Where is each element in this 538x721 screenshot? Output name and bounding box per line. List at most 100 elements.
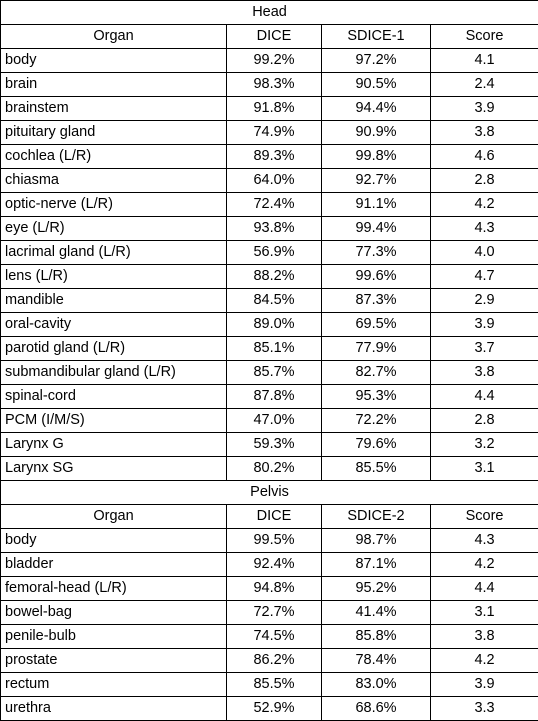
table-row: rectum 85.5% 83.0% 3.9 bbox=[0, 672, 538, 697]
dice-cell: 80.2% bbox=[226, 456, 322, 481]
score-cell: 2.8 bbox=[429, 168, 538, 193]
dice-cell: 92.4% bbox=[226, 552, 322, 577]
table-row: body 99.5% 98.7% 4.3 bbox=[0, 528, 538, 553]
score-cell: 4.7 bbox=[429, 264, 538, 289]
organ-cell: spinal-cord bbox=[0, 384, 227, 409]
table-row: chiasma 64.0% 92.7% 2.8 bbox=[0, 168, 538, 193]
organ-cell: bowel-bag bbox=[0, 600, 227, 625]
section-title-head: Head bbox=[0, 0, 538, 25]
table-row: body 99.2% 97.2% 4.1 bbox=[0, 48, 538, 73]
score-cell: 4.2 bbox=[429, 192, 538, 217]
score-cell: 4.2 bbox=[429, 648, 538, 673]
sdice-cell: 92.7% bbox=[321, 168, 431, 193]
sdice-cell: 95.2% bbox=[321, 576, 431, 601]
sdice-cell: 99.4% bbox=[321, 216, 431, 241]
column-header: Score bbox=[429, 24, 538, 49]
dice-cell: 64.0% bbox=[226, 168, 322, 193]
sdice-cell: 83.0% bbox=[321, 672, 431, 697]
column-header-row: Organ DICE SDICE-2 Score bbox=[0, 504, 538, 529]
sdice-cell: 90.9% bbox=[321, 120, 431, 145]
score-cell: 2.8 bbox=[429, 408, 538, 433]
organ-cell: cochlea (L/R) bbox=[0, 144, 227, 169]
sdice-cell: 69.5% bbox=[321, 312, 431, 337]
sdice-cell: 95.3% bbox=[321, 384, 431, 409]
score-cell: 4.6 bbox=[429, 144, 538, 169]
table-row: mandible 84.5% 87.3% 2.9 bbox=[0, 288, 538, 313]
score-cell: 4.2 bbox=[429, 552, 538, 577]
sdice-cell: 85.8% bbox=[321, 624, 431, 649]
dice-cell: 89.0% bbox=[226, 312, 322, 337]
sdice-cell: 87.3% bbox=[321, 288, 431, 313]
dice-cell: 89.3% bbox=[226, 144, 322, 169]
dice-cell: 98.3% bbox=[226, 72, 322, 97]
organ-cell: Larynx G bbox=[0, 432, 227, 457]
organ-cell: body bbox=[0, 528, 227, 553]
dice-cell: 86.2% bbox=[226, 648, 322, 673]
dice-cell: 52.9% bbox=[226, 696, 322, 721]
sdice-cell: 68.6% bbox=[321, 696, 431, 721]
score-cell: 4.3 bbox=[429, 216, 538, 241]
dice-cell: 85.1% bbox=[226, 336, 322, 361]
organ-cell: Larynx SG bbox=[0, 456, 227, 481]
organ-cell: urethra bbox=[0, 696, 227, 721]
sdice-cell: 72.2% bbox=[321, 408, 431, 433]
table-row: penile-bulb 74.5% 85.8% 3.8 bbox=[0, 624, 538, 649]
column-header: Score bbox=[429, 504, 538, 529]
organ-cell: submandibular gland (L/R) bbox=[0, 360, 227, 385]
organ-cell: optic-nerve (L/R) bbox=[0, 192, 227, 217]
table-row: submandibular gland (L/R) 85.7% 82.7% 3.8 bbox=[0, 360, 538, 385]
score-cell: 2.4 bbox=[429, 72, 538, 97]
section-title-row: Pelvis bbox=[0, 480, 538, 505]
dice-cell: 47.0% bbox=[226, 408, 322, 433]
dice-cell: 94.8% bbox=[226, 576, 322, 601]
table-row: PCM (I/M/S) 47.0% 72.2% 2.8 bbox=[0, 408, 538, 433]
table-row: lens (L/R) 88.2% 99.6% 4.7 bbox=[0, 264, 538, 289]
score-cell: 4.0 bbox=[429, 240, 538, 265]
score-cell: 3.2 bbox=[429, 432, 538, 457]
dice-cell: 72.4% bbox=[226, 192, 322, 217]
score-cell: 3.1 bbox=[429, 456, 538, 481]
sdice-cell: 41.4% bbox=[321, 600, 431, 625]
score-cell: 3.9 bbox=[429, 672, 538, 697]
column-header-row: Organ DICE SDICE-1 Score bbox=[0, 24, 538, 49]
dice-cell: 88.2% bbox=[226, 264, 322, 289]
table-row: cochlea (L/R) 89.3% 99.8% 4.6 bbox=[0, 144, 538, 169]
score-cell: 3.8 bbox=[429, 624, 538, 649]
table-row: parotid gland (L/R) 85.1% 77.9% 3.7 bbox=[0, 336, 538, 361]
organ-cell: lens (L/R) bbox=[0, 264, 227, 289]
sdice-cell: 90.5% bbox=[321, 72, 431, 97]
sdice-cell: 77.3% bbox=[321, 240, 431, 265]
dice-cell: 84.5% bbox=[226, 288, 322, 313]
table-row: Larynx G 59.3% 79.6% 3.2 bbox=[0, 432, 538, 457]
organ-cell: parotid gland (L/R) bbox=[0, 336, 227, 361]
sdice-cell: 94.4% bbox=[321, 96, 431, 121]
organ-cell: rectum bbox=[0, 672, 227, 697]
organ-cell: mandible bbox=[0, 288, 227, 313]
score-cell: 3.8 bbox=[429, 360, 538, 385]
sdice-cell: 91.1% bbox=[321, 192, 431, 217]
dice-cell: 74.5% bbox=[226, 624, 322, 649]
score-cell: 3.8 bbox=[429, 120, 538, 145]
dice-cell: 91.8% bbox=[226, 96, 322, 121]
score-cell: 3.7 bbox=[429, 336, 538, 361]
organ-cell: prostate bbox=[0, 648, 227, 673]
table-row: urethra 52.9% 68.6% 3.3 bbox=[0, 696, 538, 721]
column-header: SDICE-1 bbox=[321, 24, 431, 49]
section-title-row: Head bbox=[0, 0, 538, 25]
table-row: spinal-cord 87.8% 95.3% 4.4 bbox=[0, 384, 538, 409]
sdice-cell: 79.6% bbox=[321, 432, 431, 457]
score-cell: 3.9 bbox=[429, 312, 538, 337]
table-row: pituitary gland 74.9% 90.9% 3.8 bbox=[0, 120, 538, 145]
column-header: SDICE-2 bbox=[321, 504, 431, 529]
score-cell: 4.4 bbox=[429, 576, 538, 601]
table-row: prostate 86.2% 78.4% 4.2 bbox=[0, 648, 538, 673]
dice-cell: 56.9% bbox=[226, 240, 322, 265]
organ-cell: penile-bulb bbox=[0, 624, 227, 649]
score-cell: 4.4 bbox=[429, 384, 538, 409]
column-header: DICE bbox=[226, 504, 322, 529]
table-row: femoral-head (L/R) 94.8% 95.2% 4.4 bbox=[0, 576, 538, 601]
sdice-cell: 99.6% bbox=[321, 264, 431, 289]
dice-cell: 85.7% bbox=[226, 360, 322, 385]
organ-cell: bladder bbox=[0, 552, 227, 577]
table-row: Larynx SG 80.2% 85.5% 3.1 bbox=[0, 456, 538, 481]
